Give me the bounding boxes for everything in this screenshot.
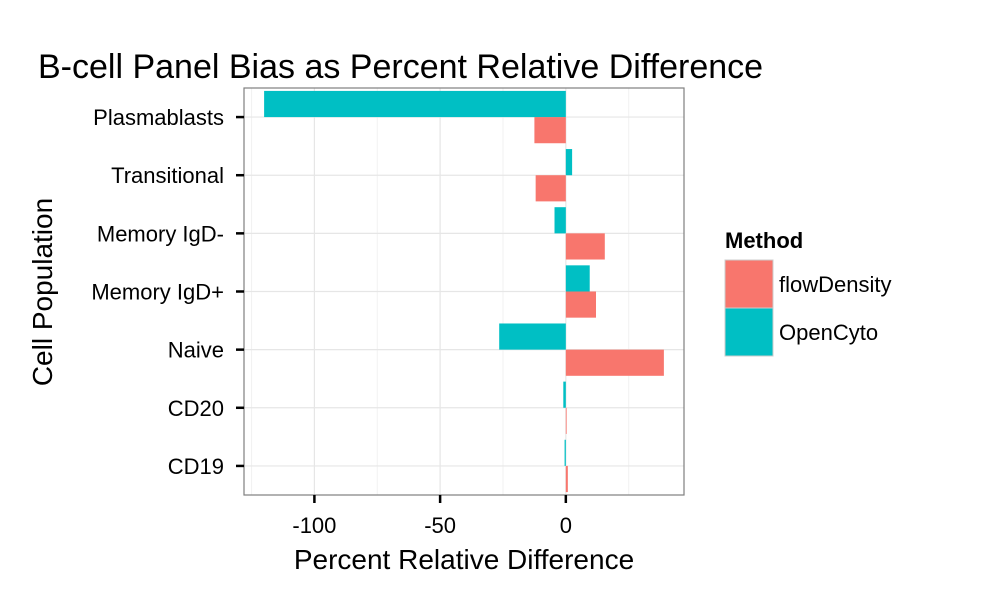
chart-title: B-cell Panel Bias as Percent Relative Di… — [38, 48, 763, 86]
y-axis-title: Cell Population — [27, 198, 58, 386]
y-tick-label: CD19 — [168, 454, 224, 479]
bar-flowdensity-transitional — [535, 175, 566, 202]
bar-opencyto-cd20 — [563, 381, 566, 408]
x-axis-title: Percent Relative Difference — [294, 544, 634, 575]
y-tick-label: Memory IgD- — [97, 221, 224, 246]
x-tick-label: 0 — [560, 513, 572, 538]
bar-flowdensity-plasmablasts — [534, 117, 566, 144]
bar-flowdensity-memory-igd- — [565, 233, 605, 260]
bar-flowdensity-memory-igd- — [565, 291, 596, 318]
legend-key-flowdensity — [724, 259, 774, 309]
bar-flowdensity-naive — [565, 349, 664, 376]
y-tick-label: Plasmablasts — [93, 105, 224, 130]
bar-opencyto-transitional — [565, 149, 573, 176]
legend-label-opencyto: OpenCyto — [779, 320, 878, 345]
legend-key-opencyto — [724, 307, 774, 357]
bar-flowdensity-cd20 — [565, 407, 567, 434]
bar-flowdensity-cd19 — [565, 465, 568, 493]
legend-title: Method — [725, 228, 803, 253]
y-tick-label: CD20 — [168, 396, 224, 421]
legend-label-flowdensity: flowDensity — [779, 272, 891, 297]
bar-opencyto-plasmablasts — [264, 90, 566, 118]
y-tick-label: Transitional — [111, 163, 224, 188]
bar-opencyto-naive — [499, 323, 566, 350]
x-tick-label: -50 — [424, 513, 456, 538]
bar-opencyto-memory-igd- — [554, 207, 566, 234]
bar-opencyto-cd19 — [564, 439, 566, 466]
legend: Method flowDensity OpenCyto — [724, 228, 891, 357]
x-tick-label: -100 — [292, 513, 336, 538]
bar-opencyto-memory-igd- — [565, 265, 590, 292]
y-tick-label: Memory IgD+ — [91, 280, 224, 305]
plot-panel: Plasmablasts Transitional Memory IgD- Memor… — [91, 87, 685, 538]
y-tick-label: Naive — [168, 338, 224, 363]
